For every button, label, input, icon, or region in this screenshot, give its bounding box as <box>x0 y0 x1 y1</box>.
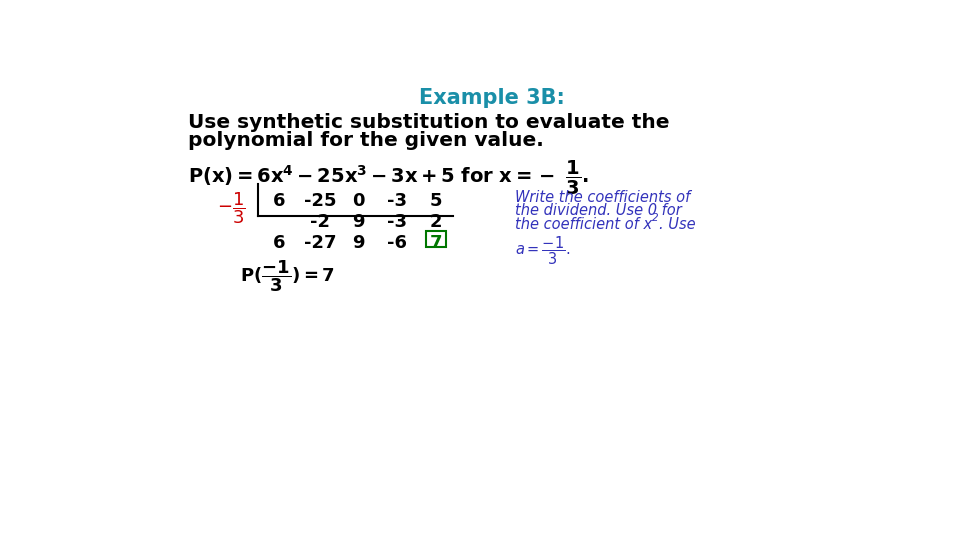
Text: 6: 6 <box>273 192 285 210</box>
Text: Write the coefficients of: Write the coefficients of <box>516 190 690 205</box>
Text: -6: -6 <box>388 234 407 252</box>
Bar <box>426 231 446 247</box>
Text: polynomial for the given value.: polynomial for the given value. <box>188 131 544 150</box>
Text: Example 3B:: Example 3B: <box>420 88 564 108</box>
Text: 0: 0 <box>352 192 365 210</box>
Text: -3: -3 <box>388 192 407 210</box>
Text: 9: 9 <box>352 213 365 231</box>
Text: Use synthetic substitution to evaluate the: Use synthetic substitution to evaluate t… <box>188 112 670 132</box>
Text: 6: 6 <box>273 234 285 252</box>
Text: 2: 2 <box>430 213 443 231</box>
Text: -2: -2 <box>310 213 330 231</box>
Text: $a = \dfrac{-1}{3}.$: $a = \dfrac{-1}{3}.$ <box>516 234 570 267</box>
Text: 5: 5 <box>430 192 443 210</box>
Text: 2: 2 <box>652 213 659 224</box>
Text: the coefficient of x: the coefficient of x <box>516 217 653 232</box>
Text: . Use: . Use <box>659 217 695 232</box>
Text: 9: 9 <box>352 234 365 252</box>
Text: 7: 7 <box>430 234 443 252</box>
Text: $-\dfrac{1}{3}$: $-\dfrac{1}{3}$ <box>217 190 246 226</box>
Text: the dividend. Use 0 for: the dividend. Use 0 for <box>516 204 682 218</box>
Text: $\mathbf{P(}\mathbf{\dfrac{-1}{3}}\mathbf{) = 7}$: $\mathbf{P(}\mathbf{\dfrac{-1}{3}}\mathb… <box>240 259 335 294</box>
Text: $\mathbf{P(x) = 6x^4 - 25x^3 - 3x + 5\ \mathbf{for}\ x = -}$$\ \mathbf{\dfrac{1}: $\mathbf{P(x) = 6x^4 - 25x^3 - 3x + 5\ \… <box>188 159 589 197</box>
Text: -25: -25 <box>303 192 336 210</box>
Text: -3: -3 <box>388 213 407 231</box>
Text: -27: -27 <box>303 234 336 252</box>
